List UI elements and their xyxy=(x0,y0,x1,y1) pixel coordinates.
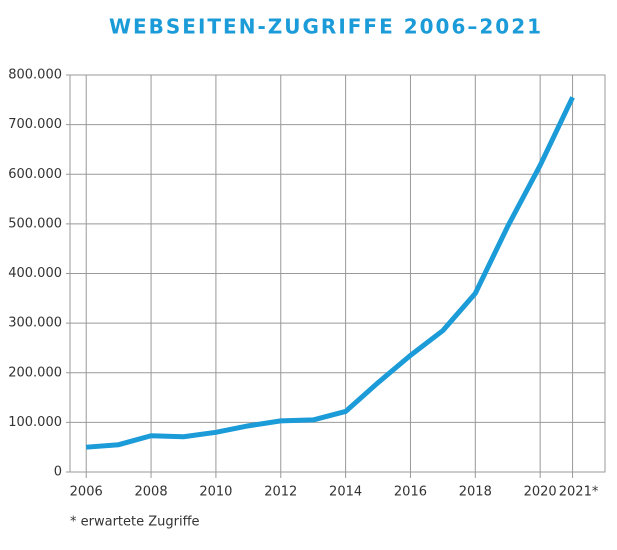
x-tick-label: 2016 xyxy=(394,485,427,500)
y-tick-label: 400.000 xyxy=(8,266,62,281)
x-tick-label: 2008 xyxy=(135,485,168,500)
x-tick-label: 2012 xyxy=(264,485,297,500)
footnote: * erwartete Zugriffe xyxy=(70,515,200,530)
y-tick-label: 800.000 xyxy=(8,68,62,83)
x-tick-label: 2018 xyxy=(459,485,492,500)
data-line xyxy=(86,96,575,450)
y-tick-label: 700.000 xyxy=(8,117,62,132)
chart-title: WEBSEITEN-ZUGRIFFE 2006–2021 xyxy=(109,15,543,39)
y-tick-label: 600.000 xyxy=(8,167,62,182)
x-tick-label: 2021* xyxy=(559,485,599,500)
x-tick-label: 2006 xyxy=(70,485,103,500)
y-tick-label: 0 xyxy=(54,465,62,480)
y-tick-label: 300.000 xyxy=(8,316,62,331)
y-tick-label: 200.000 xyxy=(8,365,62,380)
y-tick-label: 500.000 xyxy=(8,216,62,231)
plot-frame xyxy=(69,74,606,473)
y-tick-label: 100.000 xyxy=(8,415,62,430)
x-tick-label: 2020 xyxy=(524,485,557,500)
x-tick-label: 2014 xyxy=(329,485,362,500)
x-tick-label: 2010 xyxy=(199,485,232,500)
